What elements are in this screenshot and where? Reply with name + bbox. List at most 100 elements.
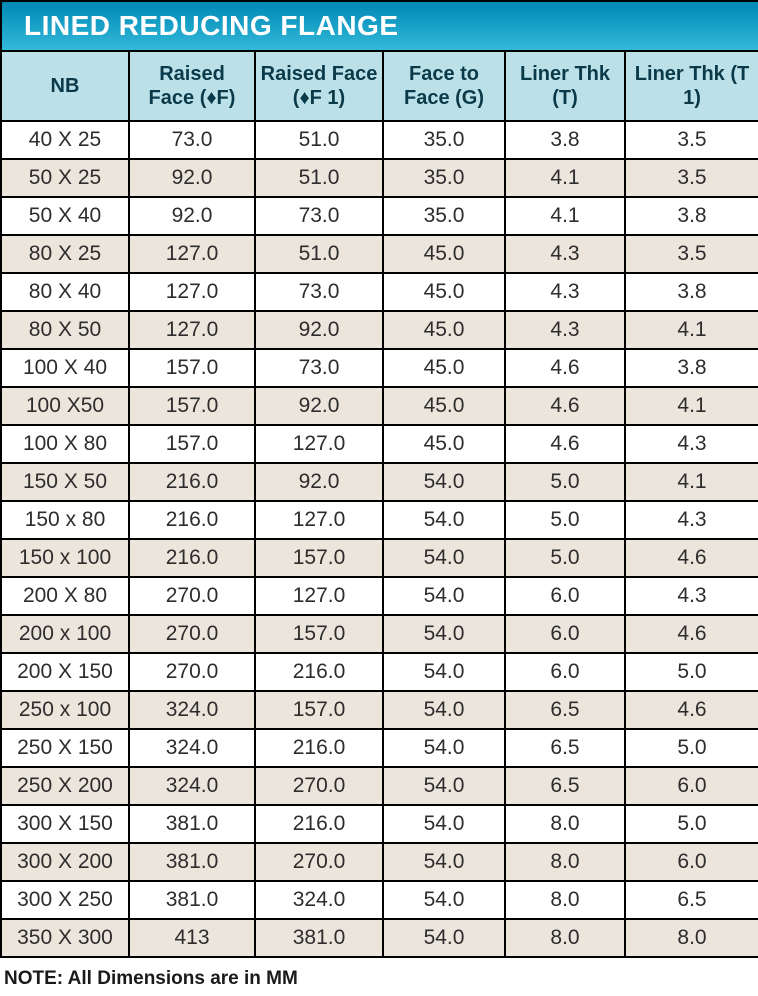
col-header-liner-thk-t1: Liner Thk (T 1) — [625, 51, 758, 121]
cell-value: 157.0 — [255, 615, 383, 653]
cell-value: 8.0 — [505, 881, 625, 919]
cell-value: 216.0 — [129, 501, 255, 539]
cell-value: 54.0 — [383, 881, 505, 919]
cell-value: 4.1 — [505, 197, 625, 235]
cell-value: 45.0 — [383, 311, 505, 349]
cell-value: 6.0 — [505, 577, 625, 615]
cell-value: 4.3 — [505, 235, 625, 273]
cell-value: 51.0 — [255, 235, 383, 273]
title-row: LINED REDUCING FLANGE — [1, 1, 758, 51]
cell-value: 45.0 — [383, 349, 505, 387]
cell-value: 5.0 — [625, 653, 758, 691]
table-row: 80 X 50127.092.045.04.34.1 — [1, 311, 758, 349]
cell-value: 4.6 — [505, 349, 625, 387]
table-row: 40 X 2573.051.035.03.83.5 — [1, 121, 758, 159]
dimensions-note: NOTE: All Dimensions are in MM — [0, 958, 758, 990]
cell-value: 54.0 — [383, 539, 505, 577]
cell-value: 270.0 — [129, 615, 255, 653]
table-row: 150 X 50216.092.054.05.04.1 — [1, 463, 758, 501]
cell-value: 324.0 — [129, 729, 255, 767]
cell-value: 35.0 — [383, 121, 505, 159]
table-row: 50 X 2592.051.035.04.13.5 — [1, 159, 758, 197]
cell-value: 381.0 — [129, 881, 255, 919]
col-header-nb: NB — [1, 51, 129, 121]
cell-value: 3.8 — [505, 121, 625, 159]
cell-value: 381.0 — [129, 805, 255, 843]
cell-nb: 300 X 150 — [1, 805, 129, 843]
cell-value: 127.0 — [255, 425, 383, 463]
col-header-face-to-face-g: Face to Face (G) — [383, 51, 505, 121]
cell-value: 3.5 — [625, 235, 758, 273]
cell-value: 92.0 — [129, 197, 255, 235]
cell-value: 45.0 — [383, 235, 505, 273]
cell-value: 6.0 — [505, 653, 625, 691]
cell-value: 127.0 — [255, 577, 383, 615]
cell-nb: 250 x 100 — [1, 691, 129, 729]
cell-value: 4.6 — [625, 539, 758, 577]
table-row: 100 X 40157.073.045.04.63.8 — [1, 349, 758, 387]
cell-value: 216.0 — [255, 805, 383, 843]
cell-value: 5.0 — [625, 805, 758, 843]
cell-value: 4.3 — [625, 501, 758, 539]
cell-value: 270.0 — [255, 843, 383, 881]
table-row: 150 x 100216.0157.054.05.04.6 — [1, 539, 758, 577]
cell-value: 6.0 — [505, 615, 625, 653]
cell-nb: 200 x 100 — [1, 615, 129, 653]
cell-nb: 150 x 80 — [1, 501, 129, 539]
cell-value: 35.0 — [383, 197, 505, 235]
cell-value: 54.0 — [383, 843, 505, 881]
cell-value: 157.0 — [129, 349, 255, 387]
cell-value: 3.5 — [625, 159, 758, 197]
cell-value: 127.0 — [129, 273, 255, 311]
cell-value: 73.0 — [255, 273, 383, 311]
cell-value: 381.0 — [255, 919, 383, 957]
cell-value: 92.0 — [255, 387, 383, 425]
cell-value: 54.0 — [383, 691, 505, 729]
cell-value: 92.0 — [255, 311, 383, 349]
cell-value: 54.0 — [383, 463, 505, 501]
cell-value: 45.0 — [383, 425, 505, 463]
cell-value: 4.1 — [625, 387, 758, 425]
cell-value: 51.0 — [255, 121, 383, 159]
flange-table: LINED REDUCING FLANGE NB Raised Face (♦F… — [0, 0, 758, 958]
cell-nb: 250 X 150 — [1, 729, 129, 767]
cell-value: 216.0 — [255, 653, 383, 691]
cell-value: 8.0 — [625, 919, 758, 957]
cell-value: 54.0 — [383, 501, 505, 539]
table-row: 250 x 100324.0157.054.06.54.6 — [1, 691, 758, 729]
cell-value: 4.6 — [625, 691, 758, 729]
cell-value: 6.0 — [625, 843, 758, 881]
cell-value: 8.0 — [505, 843, 625, 881]
cell-value: 5.0 — [625, 729, 758, 767]
table-row: 200 x 100270.0157.054.06.04.6 — [1, 615, 758, 653]
table-row: 300 X 200381.0270.054.08.06.0 — [1, 843, 758, 881]
cell-value: 92.0 — [255, 463, 383, 501]
cell-value: 4.6 — [505, 387, 625, 425]
cell-value: 4.1 — [625, 311, 758, 349]
table-row: 200 X 150270.0216.054.06.05.0 — [1, 653, 758, 691]
cell-value: 73.0 — [255, 349, 383, 387]
cell-value: 270.0 — [129, 653, 255, 691]
cell-value: 54.0 — [383, 919, 505, 957]
cell-value: 4.3 — [625, 425, 758, 463]
cell-value: 324.0 — [129, 691, 255, 729]
cell-value: 45.0 — [383, 387, 505, 425]
page-container: LINED REDUCING FLANGE NB Raised Face (♦F… — [0, 0, 758, 990]
table-body: 40 X 2573.051.035.03.83.550 X 2592.051.0… — [1, 121, 758, 957]
table-row: 350 X 300413381.054.08.08.0 — [1, 919, 758, 957]
cell-nb: 40 X 25 — [1, 121, 129, 159]
cell-value: 127.0 — [129, 235, 255, 273]
cell-nb: 100 X 80 — [1, 425, 129, 463]
cell-value: 127.0 — [129, 311, 255, 349]
table-row: 80 X 25127.051.045.04.33.5 — [1, 235, 758, 273]
cell-value: 5.0 — [505, 539, 625, 577]
cell-value: 3.8 — [625, 197, 758, 235]
cell-value: 54.0 — [383, 805, 505, 843]
cell-value: 157.0 — [129, 425, 255, 463]
cell-value: 4.1 — [625, 463, 758, 501]
cell-value: 6.5 — [625, 881, 758, 919]
cell-value: 4.3 — [625, 577, 758, 615]
cell-nb: 300 X 200 — [1, 843, 129, 881]
cell-value: 413 — [129, 919, 255, 957]
cell-value: 270.0 — [129, 577, 255, 615]
